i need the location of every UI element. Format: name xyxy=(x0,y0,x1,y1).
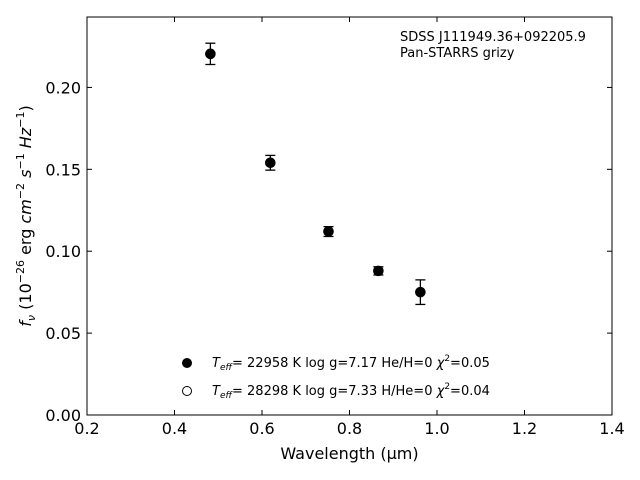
data-point xyxy=(415,286,426,298)
x-axis-label: Wavelength (μm) xyxy=(280,444,418,463)
y-axis: 0.00 0.05 0.10 0.15 0.20 xyxy=(45,78,612,425)
data-point xyxy=(265,157,276,169)
data-points xyxy=(205,48,426,298)
y-tick-label: 0.15 xyxy=(45,160,81,179)
y-tick-label: 0.05 xyxy=(45,324,81,343)
x-tick-label: 0.4 xyxy=(162,419,187,438)
data-point xyxy=(205,48,216,60)
annotation-object: SDSS J111949.36+092205.9 xyxy=(400,30,586,45)
plot-area xyxy=(86,16,613,416)
x-tick-label: 1.4 xyxy=(599,419,624,438)
annotation-survey: Pan-STARRS grizy xyxy=(400,46,515,61)
plot-frame xyxy=(86,16,613,416)
x-tick-label: 1.0 xyxy=(424,419,449,438)
legend-entry-1: Teff= 22958 K log g=7.17 He/H=0 χ2=0.05 xyxy=(212,354,490,373)
legend-entry-2: Teff= 28298 K log g=7.33 H/He=0 χ2=0.04 xyxy=(212,382,490,401)
data-point xyxy=(373,265,384,277)
x-tick-label: 1.2 xyxy=(512,419,537,438)
x-axis: 0.2 0.4 0.6 0.8 1.0 1.2 1.4 xyxy=(74,17,625,438)
legend-open-marker xyxy=(182,386,192,396)
legend: Teff= 22958 K log g=7.17 He/H=0 χ2=0.05 … xyxy=(182,354,490,401)
y-tick-label: 0.00 xyxy=(45,406,81,425)
y-axis-label: fν (10−26 erg cm−2 s−1 Hz−1) xyxy=(14,105,38,326)
data-point xyxy=(323,226,334,237)
legend-filled-marker xyxy=(182,358,192,368)
x-tick-label: 0.6 xyxy=(249,419,274,438)
y-tick-label: 0.20 xyxy=(45,78,81,97)
x-tick-label: 0.2 xyxy=(74,419,99,438)
x-tick-label: 0.8 xyxy=(337,419,362,438)
y-tick-label: 0.10 xyxy=(45,242,81,261)
